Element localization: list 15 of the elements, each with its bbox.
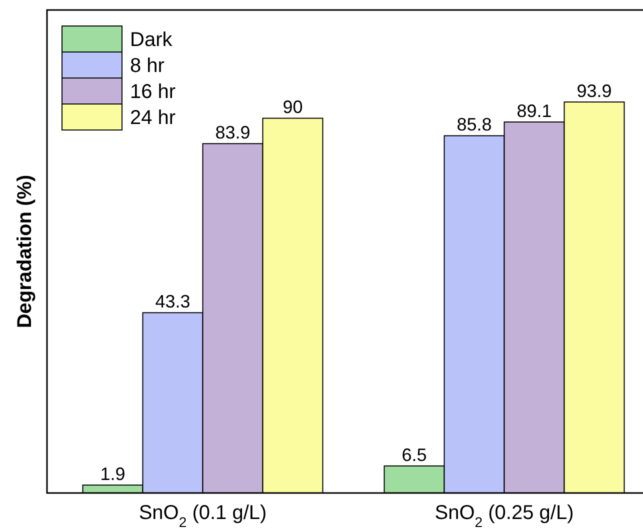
legend-label: 24 hr [130,107,176,129]
data-label: 1.9 [100,464,126,484]
legend-label: Dark [130,29,174,51]
data-label: 6.5 [402,444,427,465]
data-label: 89.1 [516,100,552,121]
y-axis-title: Degradation (%) [14,174,36,328]
legend-label: 8 hr [130,55,165,77]
x-tick-label: SnO$_{2}$ (0.1 g/L) [138,502,267,530]
data-label: 43.3 [155,292,190,312]
data-label: 85.8 [456,114,492,135]
legend-label: 16 hr [130,81,176,103]
x-tick-label: SnO$_{2}$ (0.25 g/L) [434,502,574,530]
data-label: 90 [282,97,303,118]
data-label: 83.9 [215,122,250,143]
data-label: 93.9 [576,81,612,101]
